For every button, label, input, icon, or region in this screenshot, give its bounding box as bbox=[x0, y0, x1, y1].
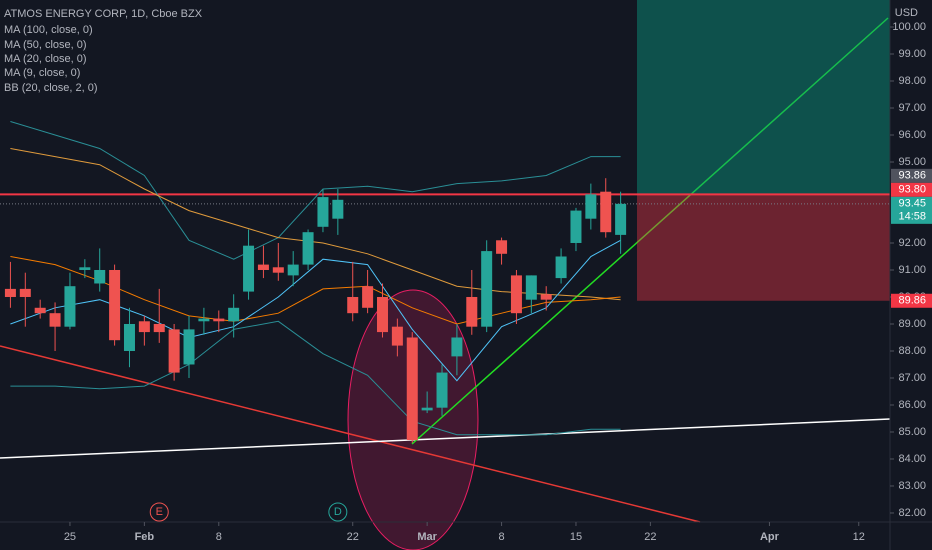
candle-body bbox=[64, 286, 76, 327]
price-axis: 100.00 99.00 98.00 97.00 96.00 95.00 92.00 91.0… bbox=[64, 21, 932, 543]
y-tick-label: 95.00 bbox=[898, 156, 926, 168]
y-tick-label: 85.00 bbox=[898, 426, 926, 438]
candle-body bbox=[79, 267, 91, 270]
price-label-box bbox=[891, 168, 932, 183]
x-tick-label: 12 bbox=[853, 531, 865, 543]
candle-body bbox=[555, 256, 567, 279]
x-tick-label: 22 bbox=[644, 531, 656, 543]
event-marker bbox=[149, 502, 169, 522]
candle-body bbox=[109, 269, 121, 341]
candle-body bbox=[376, 296, 388, 333]
event-label: D bbox=[334, 506, 342, 518]
candle-body bbox=[347, 296, 359, 314]
x-tick-label: Feb bbox=[135, 531, 155, 543]
candle-body bbox=[198, 318, 210, 322]
candle-body bbox=[496, 240, 508, 254]
trend-line bbox=[0, 418, 891, 459]
y-tick-label: 84.00 bbox=[898, 453, 926, 465]
x-tick-label: 22 bbox=[347, 531, 359, 543]
candle-body bbox=[451, 337, 463, 357]
x-tick-label: 8 bbox=[498, 531, 504, 543]
candle-body bbox=[615, 203, 627, 235]
y-tick-label: 87.00 bbox=[898, 372, 926, 384]
y-tick-label: 97.00 bbox=[898, 102, 926, 114]
candle-body bbox=[317, 197, 329, 227]
trend-line bbox=[411, 17, 889, 445]
indicator: BB (20, close, 2, 0) bbox=[4, 82, 98, 94]
candle-body bbox=[406, 337, 418, 441]
x-tick-label: 25 bbox=[64, 531, 76, 543]
candle-body bbox=[272, 267, 284, 273]
price-label-box bbox=[891, 196, 932, 224]
candle-body bbox=[34, 307, 46, 314]
indicator: MA (50, close, 0) bbox=[4, 39, 87, 51]
chart-title: ATMOS ENERGY CORP, 1D, Cboe BZX bbox=[4, 8, 203, 20]
y-tick-label: 99.00 bbox=[898, 48, 926, 60]
y-tick-label: 98.00 bbox=[898, 75, 926, 87]
y-tick-label: 86.00 bbox=[898, 399, 926, 411]
candle-body bbox=[540, 294, 552, 300]
candle-body bbox=[4, 288, 16, 297]
indicator-line bbox=[10, 320, 621, 436]
candle-body bbox=[570, 210, 582, 243]
y-tick-label: 83.00 bbox=[898, 480, 926, 492]
indicator: MA (9, close, 0) bbox=[4, 67, 80, 79]
candle-body bbox=[302, 232, 314, 265]
price-label-box bbox=[891, 293, 932, 308]
event-label: E bbox=[156, 506, 163, 518]
candle-body bbox=[138, 321, 150, 333]
candle-body bbox=[153, 323, 165, 333]
price-label-box bbox=[891, 182, 932, 197]
candle-body bbox=[421, 407, 433, 411]
x-tick-label: 15 bbox=[570, 531, 582, 543]
price-label: 89.86 bbox=[898, 295, 926, 307]
candle-body bbox=[123, 323, 135, 351]
countdown-label: 14:58 bbox=[898, 211, 926, 223]
y-tick-label: 91.00 bbox=[898, 264, 926, 276]
candle-body bbox=[600, 191, 612, 233]
candle-body bbox=[287, 264, 299, 276]
candle-body bbox=[332, 199, 344, 219]
candle-body bbox=[19, 288, 31, 297]
price-label: 93.45 bbox=[898, 198, 926, 210]
target-zone bbox=[637, 0, 890, 195]
candle-body bbox=[183, 329, 195, 365]
candle-body bbox=[213, 318, 225, 322]
candle-body bbox=[466, 296, 478, 327]
candle-body bbox=[94, 269, 106, 284]
trend-line bbox=[0, 345, 701, 523]
candle-body bbox=[510, 275, 522, 314]
candle-body bbox=[585, 194, 597, 219]
candle-body bbox=[243, 245, 255, 292]
price-label: 93.86 bbox=[898, 170, 926, 182]
candle-body bbox=[257, 264, 269, 270]
candle-body bbox=[362, 286, 374, 308]
candle-body bbox=[525, 275, 537, 300]
candle-body bbox=[49, 313, 61, 327]
y-tick-label: 96.00 bbox=[898, 129, 926, 141]
price-label: 93.80 bbox=[898, 184, 926, 196]
candle-body bbox=[228, 307, 240, 322]
x-tick-label: 8 bbox=[216, 531, 222, 543]
x-tick-label: Mar bbox=[417, 531, 437, 543]
candle-body bbox=[481, 251, 493, 327]
candle-body bbox=[391, 326, 403, 346]
y-tick-label: 82.00 bbox=[898, 507, 926, 519]
y-tick-label: 88.00 bbox=[898, 345, 926, 357]
x-tick-label: Apr bbox=[760, 531, 780, 543]
y-tick-label: 100.00 bbox=[892, 21, 926, 33]
stop-zone bbox=[637, 194, 890, 301]
event-marker bbox=[328, 502, 348, 522]
candle-body bbox=[168, 329, 180, 373]
indicator: MA (20, close, 0) bbox=[4, 53, 87, 65]
y-tick-label: 92.00 bbox=[898, 237, 926, 249]
currency: USD bbox=[895, 7, 918, 19]
y-tick-label: 89.00 bbox=[898, 318, 926, 330]
candle-body bbox=[436, 372, 448, 408]
indicator: MA (100, close, 0) bbox=[4, 24, 93, 36]
